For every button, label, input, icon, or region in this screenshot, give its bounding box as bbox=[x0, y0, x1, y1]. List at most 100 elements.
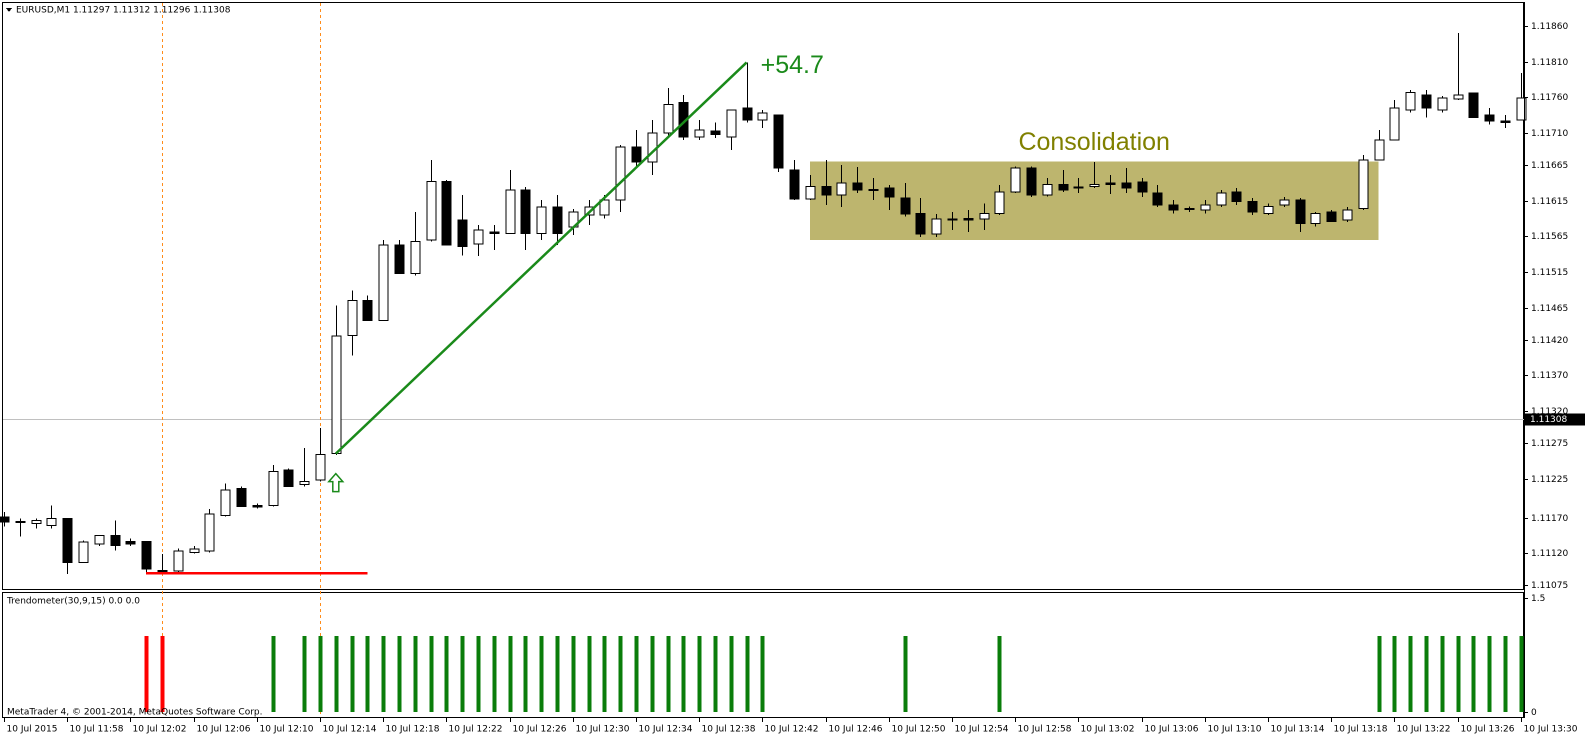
indicator-bar bbox=[681, 636, 686, 712]
indicator-bar bbox=[997, 636, 1002, 712]
price-tag bbox=[1525, 413, 1585, 426]
candle-body bbox=[1168, 204, 1179, 211]
indicator-bar bbox=[334, 636, 339, 712]
x-tick-label: 10 Jul 12:02 bbox=[133, 725, 187, 735]
candle-body bbox=[173, 550, 184, 572]
candle-body bbox=[1231, 191, 1242, 202]
candle-body bbox=[552, 206, 563, 234]
candle-body bbox=[473, 229, 484, 245]
price-tag-label: 1.11308 bbox=[1530, 415, 1567, 425]
candle-body bbox=[852, 182, 863, 191]
candle-body bbox=[204, 513, 215, 552]
x-tick-label: 10 Jul 12:26 bbox=[513, 725, 567, 735]
indicator-bar bbox=[760, 636, 765, 712]
x-tick-label: 10 Jul 12:38 bbox=[702, 725, 756, 735]
indicator-bar bbox=[571, 636, 576, 712]
candle-body bbox=[189, 548, 200, 554]
candle-body bbox=[299, 480, 310, 485]
candle-body bbox=[426, 180, 437, 241]
candle-body bbox=[1010, 167, 1021, 193]
candle-body bbox=[1121, 182, 1132, 189]
candle-body bbox=[315, 453, 326, 481]
indicator-bar bbox=[587, 636, 592, 712]
indicator-bar bbox=[492, 636, 497, 712]
y-tick-label: 1.11615 bbox=[1531, 197, 1568, 207]
candle-body bbox=[1279, 199, 1290, 206]
indicator-bar bbox=[539, 636, 544, 712]
indicator-bar bbox=[429, 636, 434, 712]
indicator-bar bbox=[618, 636, 623, 712]
candle-body bbox=[220, 489, 231, 517]
y-tick-label: 1.11665 bbox=[1531, 161, 1568, 171]
y-tick-label: 1.11275 bbox=[1531, 439, 1568, 449]
candle-body bbox=[489, 231, 500, 234]
candle-body bbox=[773, 114, 784, 169]
candle-body bbox=[1374, 139, 1385, 161]
y-tick-label: 1.11370 bbox=[1531, 371, 1568, 381]
candle-body bbox=[931, 218, 942, 235]
indicator-bar bbox=[476, 636, 481, 712]
candle-body bbox=[78, 541, 89, 564]
footer: MetaTrader 4, © 2001-2014, MetaQuotes So… bbox=[7, 708, 263, 718]
candle-body bbox=[979, 212, 990, 220]
candle-body bbox=[789, 169, 800, 200]
indicator-bar bbox=[523, 636, 528, 712]
candle-body bbox=[1058, 183, 1069, 191]
collapse-icon bbox=[6, 8, 12, 12]
main-window bbox=[2, 2, 1524, 590]
candle-body bbox=[362, 299, 373, 321]
candle-body bbox=[1484, 114, 1495, 122]
x-tick-label: 10 Jul 12:34 bbox=[639, 725, 693, 735]
candle-body bbox=[726, 109, 737, 138]
candle-body bbox=[710, 130, 721, 135]
y-tick-label: 1.11320 bbox=[1531, 407, 1568, 417]
indicator-bar bbox=[1487, 636, 1492, 712]
x-tick-label: 10 Jul 11:58 bbox=[70, 725, 124, 735]
candle-body bbox=[457, 219, 468, 247]
y-tick-label: 1.11860 bbox=[1531, 22, 1568, 32]
indicator-bar bbox=[160, 636, 165, 712]
candle-body bbox=[410, 240, 421, 274]
candle-body bbox=[805, 185, 816, 200]
candle-body bbox=[1295, 199, 1306, 224]
candle-body bbox=[331, 335, 342, 455]
zone-label: Consolidation bbox=[1018, 128, 1170, 156]
candle-body bbox=[283, 469, 294, 487]
indicator-bar bbox=[271, 636, 276, 712]
candle-body bbox=[947, 218, 958, 221]
x-tick-label: 10 Jul 12:50 bbox=[892, 725, 946, 735]
candle-body bbox=[157, 569, 168, 572]
candle-body bbox=[94, 535, 105, 545]
indicator-bar bbox=[365, 636, 370, 712]
indicator-bar bbox=[302, 636, 307, 712]
indicator-bar bbox=[602, 636, 607, 712]
candle-body bbox=[821, 185, 832, 196]
indicator-bar bbox=[745, 636, 750, 712]
candle-body bbox=[536, 206, 547, 234]
indicator-bar bbox=[460, 636, 465, 712]
indicator-bar bbox=[1456, 636, 1461, 712]
candle-body bbox=[347, 299, 358, 336]
indicator-bar bbox=[666, 636, 671, 712]
indicator-bar bbox=[697, 636, 702, 712]
candle-body bbox=[757, 112, 768, 121]
candle-body bbox=[868, 188, 879, 191]
candle-body bbox=[1073, 186, 1084, 189]
y-tick-label: 1.11170 bbox=[1531, 514, 1568, 524]
candle-body bbox=[236, 488, 247, 507]
candle-body bbox=[1516, 97, 1527, 121]
indicator-bar bbox=[634, 636, 639, 712]
candle-body bbox=[520, 189, 531, 234]
candle-body bbox=[663, 103, 674, 134]
candle-body bbox=[1042, 183, 1053, 196]
indicator-bar bbox=[713, 636, 718, 712]
candle-body bbox=[1247, 200, 1258, 213]
candle-body bbox=[599, 199, 610, 216]
candle-body bbox=[1358, 159, 1369, 210]
x-tick-label: 10 Jul 12:46 bbox=[829, 725, 883, 735]
candle-body bbox=[631, 146, 642, 163]
candle-body bbox=[1326, 211, 1337, 222]
candle-body bbox=[378, 244, 389, 321]
x-tick-label: 10 Jul 12:18 bbox=[386, 725, 440, 735]
candle-body bbox=[1137, 181, 1148, 193]
